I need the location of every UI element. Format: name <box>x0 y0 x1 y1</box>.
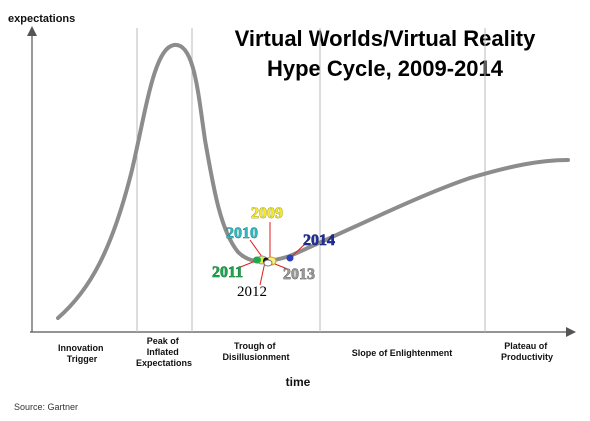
y-axis-label: expectations <box>8 13 75 25</box>
marker-dot-2013 <box>263 259 273 267</box>
phase-label-slope: Slope of Enlightenment <box>352 348 453 358</box>
y-axis-arrow <box>27 26 37 36</box>
phase-dividers <box>136 28 486 332</box>
phase-label-trough: Trough of Disillusionment <box>222 341 289 362</box>
x-axis-label: time <box>286 375 311 389</box>
chart-title-line2: Hype Cycle, 2009-2014 <box>267 56 504 81</box>
hype-curve-line <box>56 42 570 320</box>
marker-dot-2011 <box>253 256 261 264</box>
phase-labels: Innovation Trigger Peak of Inflated Expe… <box>58 336 553 368</box>
chart-title-line1: Virtual Worlds/Virtual Reality <box>235 26 537 51</box>
marker-label-2009: 2009 <box>251 205 283 222</box>
marker-label-2012: 2012 <box>237 284 267 300</box>
phase-label-peak: Peak of Inflated Expectations <box>136 336 192 368</box>
marker-label-2011: 2011 <box>212 264 243 281</box>
marker-label-2010: 2010 <box>226 225 258 242</box>
source-note: Source: Gartner <box>14 402 78 412</box>
x-axis-arrow <box>566 327 576 337</box>
marker-dots <box>253 254 294 267</box>
leader-line-2012 <box>259 261 266 286</box>
marker-dot-2014 <box>286 254 294 262</box>
phase-label-innovation-trigger: Innovation Trigger <box>58 343 106 364</box>
phase-label-plateau: Plateau of Productivity <box>501 341 553 362</box>
marker-label-2013: 2013 <box>283 266 315 283</box>
marker-label-2014: 2014 <box>303 232 335 249</box>
